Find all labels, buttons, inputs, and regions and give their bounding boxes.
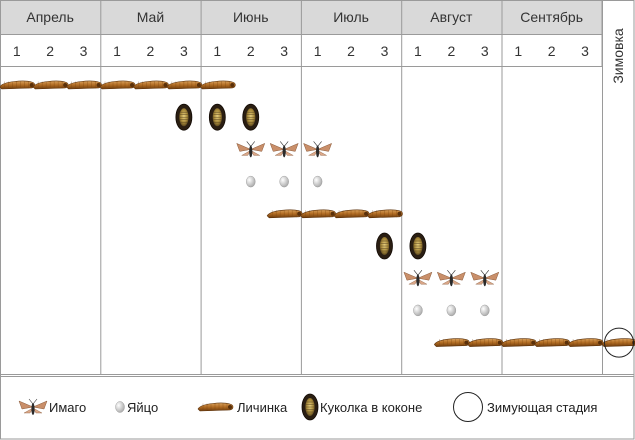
stage-mark-adult: [303, 141, 333, 158]
decade-label: 2: [347, 43, 355, 59]
stage-mark-pupa: [376, 232, 393, 260]
month-label: Июнь: [233, 9, 269, 25]
larva-icon: [197, 402, 234, 412]
decade-label: 3: [180, 43, 188, 59]
stage-mark-egg: [312, 175, 323, 188]
adult-icon: [18, 398, 48, 415]
stage-mark-larva: [32, 80, 69, 90]
stage-mark-adult: [403, 270, 433, 287]
winter-stage-circle: [604, 327, 634, 358]
stage-mark-pupa: [242, 103, 260, 131]
decade-label: 3: [581, 43, 589, 59]
decade-label: 3: [80, 43, 88, 59]
stage-mark-larva: [433, 338, 470, 347]
month-label: Апрель: [26, 9, 74, 25]
stage-mark-egg: [480, 304, 490, 317]
stage-mark-larva: [99, 80, 136, 90]
legend-label: Имаго: [49, 400, 86, 415]
stage-mark-egg: [246, 175, 256, 188]
decade-label: 3: [280, 43, 288, 59]
stage-mark-pupa: [175, 103, 193, 131]
legend-label: Личинка: [237, 400, 288, 415]
winter-stage-icon: [453, 392, 483, 422]
stage-mark-pupa: [208, 103, 226, 131]
stage-mark-adult: [269, 141, 299, 158]
decade-label: 2: [247, 43, 255, 59]
decade-label: 3: [481, 43, 489, 59]
stage-mark-egg: [279, 175, 289, 188]
decade-label: 1: [314, 43, 322, 59]
legend-item-adult: Имаго: [18, 398, 86, 415]
legend-label: Зимующая стадия: [487, 400, 597, 415]
egg-icon: [115, 401, 125, 413]
stage-mark-adult: [470, 270, 500, 287]
decade-label: 1: [213, 43, 221, 59]
decade-label: 2: [46, 43, 54, 59]
stage-mark-larva: [266, 209, 303, 219]
stage-mark-egg: [413, 304, 423, 317]
stage-mark-adult: [236, 141, 266, 158]
stage-mark-larva: [567, 338, 604, 347]
legend-item-larva: Личинка: [197, 400, 288, 415]
stage-mark-larva: [66, 80, 102, 90]
legend-label: Куколка в коконе: [320, 400, 422, 415]
stage-mark-larva: [166, 80, 203, 90]
stage-mark-adult: [436, 270, 466, 287]
stage-mark-larva: [0, 80, 36, 90]
decade-label: 1: [13, 43, 21, 59]
stage-mark-larva: [500, 338, 537, 347]
legend-item-winter: Зимующая стадия: [453, 392, 597, 422]
month-label: Июль: [333, 9, 369, 25]
stage-mark-larva: [333, 209, 370, 219]
stage-mark-larva: [367, 209, 403, 219]
pupa-icon: [301, 393, 319, 421]
month-label: Май: [137, 9, 164, 25]
stage-mark-larva: [133, 80, 169, 90]
stage-mark-larva: [199, 80, 236, 90]
month-label: Август: [430, 9, 473, 25]
legend-item-pupa: Куколка в коконе: [301, 393, 422, 421]
winter-mark-larva: [601, 327, 635, 358]
decade-label: 1: [414, 43, 422, 59]
decade-label: 1: [113, 43, 121, 59]
decade-label: 2: [548, 43, 556, 59]
decade-label: 2: [147, 43, 155, 59]
decade-label: 1: [514, 43, 522, 59]
stage-mark-pupa: [409, 232, 427, 260]
decade-label: 2: [447, 43, 455, 59]
winter-column-label: Зимовка: [610, 28, 626, 84]
stage-mark-larva: [467, 338, 504, 347]
stage-mark-egg: [446, 304, 457, 317]
legend-item-egg: Яйцо: [115, 400, 158, 415]
decade-label: 3: [381, 43, 389, 59]
stage-mark-larva: [300, 209, 336, 219]
legend-label: Яйцо: [127, 400, 158, 415]
month-label: Сентябрь: [520, 9, 583, 25]
stage-mark-larva: [534, 338, 570, 347]
